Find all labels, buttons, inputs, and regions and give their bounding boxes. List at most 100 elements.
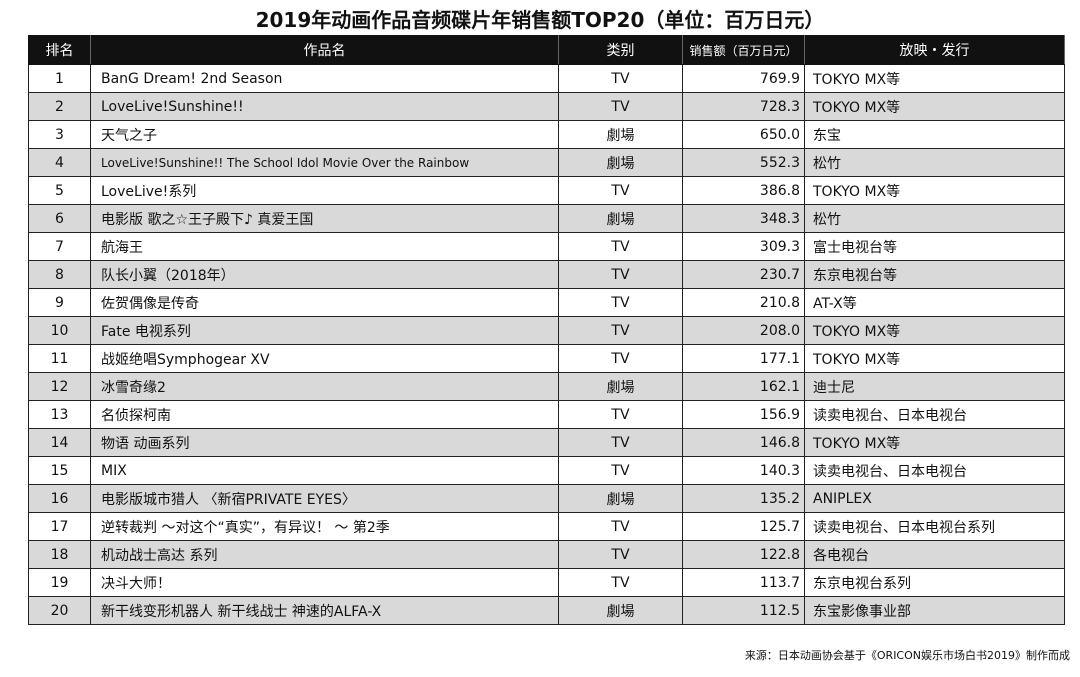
rank-cell: 11	[28, 344, 91, 373]
title-cell: 新干线变形机器人 新干线战士 神速的ALFA-X	[90, 596, 559, 625]
title-cell: 逆转裁判 ～对这个“真实”，有异议！ ～ 第2季	[90, 512, 559, 541]
distribution-cell: TOKYO MX等	[804, 344, 1065, 373]
type-cell: TV	[558, 316, 683, 345]
distribution-cell: TOKYO MX等	[804, 428, 1065, 457]
distribution-cell: 迪士尼	[804, 372, 1065, 401]
title-cell: 机动战士高达 系列	[90, 540, 559, 569]
column-header-title: 作品名	[90, 35, 559, 65]
title-cell: 航海王	[90, 232, 559, 261]
table-row: 2 LoveLive!Sunshine!! TV 728.3 TOKYO MX等	[28, 92, 1065, 121]
title-cell: 名侦探柯南	[90, 400, 559, 429]
sales-cell: 162.1	[682, 372, 805, 401]
title-cell: Fate 电视系列	[90, 316, 559, 345]
title-cell: BanG Dream! 2nd Season	[90, 64, 559, 93]
distribution-cell: 读卖电视台、日本电视台系列	[804, 512, 1065, 541]
rank-cell: 18	[28, 540, 91, 569]
type-cell: TV	[558, 512, 683, 541]
rank-cell: 9	[28, 288, 91, 317]
table-row: 16 电影版城市猎人 〈新宿PRIVATE EYES〉 劇場 135.2 ANIPLEX	[28, 484, 1065, 513]
sales-cell: 113.7	[682, 568, 805, 597]
table-row: 12 冰雪奇缘2 劇場 162.1 迪士尼	[28, 372, 1065, 401]
title-cell: 佐贺偶像是传奇	[90, 288, 559, 317]
rank-cell: 4	[28, 148, 91, 177]
table-row: 7 航海王 TV 309.3 富士电视台等	[28, 232, 1065, 261]
table-row: 19 决斗大师！ TV 113.7 东京电视台系列	[28, 568, 1065, 597]
rank-cell: 5	[28, 176, 91, 205]
column-header-rank: 排名	[28, 35, 91, 65]
type-cell: TV	[558, 288, 683, 317]
rank-cell: 3	[28, 120, 91, 149]
page-title: 2019年动画作品音频碟片年销售额TOP20（单位：百万日元）	[255, 8, 825, 32]
table-row: 17 逆转裁判 ～对这个“真实”，有异议！ ～ 第2季 TV 125.7 读卖电视台、日…	[28, 512, 1065, 541]
type-cell: TV	[558, 64, 683, 93]
rank-cell: 12	[28, 372, 91, 401]
title-cell: LoveLive!Sunshine!!	[90, 92, 559, 121]
distribution-cell: 东京电视台系列	[804, 568, 1065, 597]
table-row: 3 天气之子 劇場 650.0 东宝	[28, 120, 1065, 149]
table-row: 9 佐贺偶像是传奇 TV 210.8 AT-X等	[28, 288, 1065, 317]
distribution-cell: 东宝	[804, 120, 1065, 149]
table-header-row: 排名 作品名 类别 销售额（百万日元） 放映・发行	[28, 35, 1065, 65]
type-cell: TV	[558, 400, 683, 429]
title-cell: 电影版 歌之☆王子殿下♪ 真爱王国	[90, 204, 559, 233]
sales-cell: 309.3	[682, 232, 805, 261]
distribution-cell: ANIPLEX	[804, 484, 1065, 513]
title-cell: 决斗大师！	[90, 568, 559, 597]
sales-cell: 552.3	[682, 148, 805, 177]
rank-cell: 17	[28, 512, 91, 541]
sales-cell: 728.3	[682, 92, 805, 121]
type-cell: 劇場	[558, 372, 683, 401]
type-cell: 劇場	[558, 204, 683, 233]
title-cell: 天气之子	[90, 120, 559, 149]
sales-cell: 210.8	[682, 288, 805, 317]
sales-cell: 146.8	[682, 428, 805, 457]
sales-cell: 386.8	[682, 176, 805, 205]
rank-cell: 14	[28, 428, 91, 457]
table-row: 10 Fate 电视系列 TV 208.0 TOKYO MX等	[28, 316, 1065, 345]
sales-cell: 140.3	[682, 456, 805, 485]
table-row: 14 物语 动画系列 TV 146.8 TOKYO MX等	[28, 428, 1065, 457]
table-row: 11 战姬绝唱Symphogear XV TV 177.1 TOKYO MX等	[28, 344, 1065, 373]
sales-cell: 112.5	[682, 596, 805, 625]
table-row: 5 LoveLive!系列 TV 386.8 TOKYO MX等	[28, 176, 1065, 205]
rank-cell: 1	[28, 64, 91, 93]
distribution-cell: 东宝影像事业部	[804, 596, 1065, 625]
title-cell: MIX	[90, 456, 559, 485]
type-cell: TV	[558, 428, 683, 457]
table-row: 4 LoveLive!Sunshine!! The School Idol Mov…	[28, 148, 1065, 177]
sales-cell: 769.9	[682, 64, 805, 93]
column-header-distribution: 放映・发行	[804, 35, 1065, 65]
source-note: 来源：日本动画协会基于《ORICON娱乐市场白书2019》制作而成	[744, 649, 1070, 662]
rank-cell: 19	[28, 568, 91, 597]
distribution-cell: TOKYO MX等	[804, 176, 1065, 205]
type-cell: TV	[558, 456, 683, 485]
table-row: 6 电影版 歌之☆王子殿下♪ 真爱王国 劇場 348.3 松竹	[28, 204, 1065, 233]
type-cell: 劇場	[558, 484, 683, 513]
distribution-cell: 松竹	[804, 204, 1065, 233]
rank-cell: 20	[28, 596, 91, 625]
type-cell: TV	[558, 92, 683, 121]
table-row: 1 BanG Dream! 2nd Season TV 769.9 TOKYO MX等	[28, 64, 1065, 93]
distribution-cell: 松竹	[804, 148, 1065, 177]
distribution-cell: 读卖电视台、日本电视台	[804, 400, 1065, 429]
title-cell: 队长小翼（2018年）	[90, 260, 559, 289]
type-cell: TV	[558, 568, 683, 597]
sales-cell: 208.0	[682, 316, 805, 345]
column-header-sales: 销售额（百万日元）	[682, 35, 805, 65]
distribution-cell: AT-X等	[804, 288, 1065, 317]
distribution-cell: 富士电视台等	[804, 232, 1065, 261]
table-row: 20 新干线变形机器人 新干线战士 神速的ALFA-X 劇場 112.5 东宝影像事业部	[28, 596, 1065, 625]
rank-cell: 8	[28, 260, 91, 289]
sales-cell: 135.2	[682, 484, 805, 513]
title-cell: 战姬绝唱Symphogear XV	[90, 344, 559, 373]
title-cell: 电影版城市猎人 〈新宿PRIVATE EYES〉	[90, 484, 559, 513]
type-cell: 劇場	[558, 148, 683, 177]
type-cell: TV	[558, 176, 683, 205]
rank-cell: 10	[28, 316, 91, 345]
title-cell: LoveLive!系列	[90, 176, 559, 205]
distribution-cell: TOKYO MX等	[804, 316, 1065, 345]
title-cell: 冰雪奇缘2	[90, 372, 559, 401]
sales-cell: 230.7	[682, 260, 805, 289]
title-cell: LoveLive!Sunshine!! The School Idol Movi…	[90, 148, 559, 177]
sales-cell: 348.3	[682, 204, 805, 233]
